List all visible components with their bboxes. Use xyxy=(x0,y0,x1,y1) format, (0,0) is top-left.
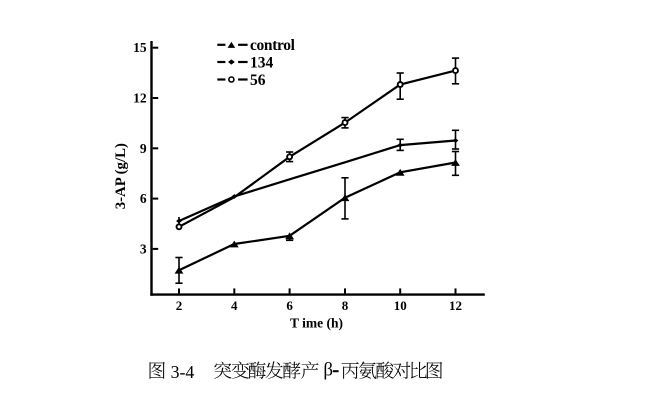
svg-text:control: control xyxy=(250,37,296,54)
svg-text:15: 15 xyxy=(133,40,147,55)
svg-text:4: 4 xyxy=(231,298,238,313)
svg-text:β: β xyxy=(323,360,333,381)
svg-text:3-AP (g/L): 3-AP (g/L) xyxy=(113,143,129,209)
svg-text:56: 56 xyxy=(250,72,266,89)
svg-text:T ime (h): T ime (h) xyxy=(290,315,343,330)
svg-text:2: 2 xyxy=(176,298,183,313)
svg-text:10: 10 xyxy=(394,298,407,313)
svg-text:9: 9 xyxy=(140,141,147,156)
svg-text:12: 12 xyxy=(133,91,147,106)
svg-text:6: 6 xyxy=(286,298,293,313)
svg-text:134: 134 xyxy=(250,54,274,71)
svg-text:6: 6 xyxy=(140,191,147,206)
svg-text:3-4: 3-4 xyxy=(171,362,195,382)
svg-text:3: 3 xyxy=(140,241,147,256)
svg-text:8: 8 xyxy=(342,298,349,313)
svg-text:12: 12 xyxy=(449,298,462,313)
